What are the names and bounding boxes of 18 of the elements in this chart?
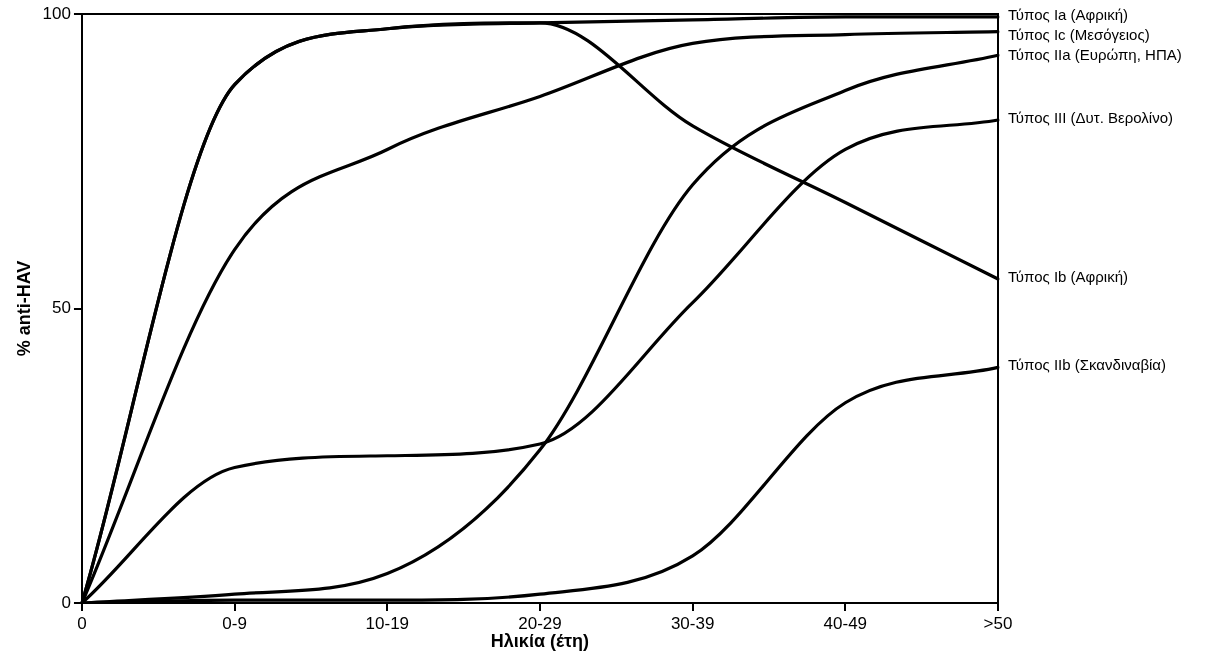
- x-axis-title: Ηλικία (έτη): [490, 631, 590, 652]
- x-tick-label: 0: [77, 613, 87, 633]
- x-tick-label: 40-49: [823, 613, 868, 633]
- x-tick-label: 20-29: [518, 613, 562, 633]
- x-tick-label: 30-39: [670, 613, 715, 633]
- series-label: Τύπος IIb (Σκανδιναβία): [1008, 356, 1167, 374]
- x-tick-label: >50: [983, 613, 1013, 633]
- y-axis-title: % anti-HAV: [13, 260, 34, 357]
- series-label: Τύπος III (Δυτ. Βερολίνο): [1008, 108, 1174, 126]
- series-label: Τύπος IIa (Ευρώπη, ΗΠΑ): [1008, 45, 1182, 63]
- x-tick-label: 10-19: [365, 613, 410, 633]
- x-tick-label: 0-9: [222, 613, 247, 633]
- series-label: Τύπος Ic (Μεσόγειος): [1008, 25, 1150, 43]
- y-tick-label: 0: [61, 592, 71, 612]
- y-tick-label: 50: [52, 298, 71, 318]
- series-label: Τύπος Ia (Αφρική): [1008, 5, 1129, 23]
- y-tick-label: 100: [42, 3, 71, 23]
- series-label: Τύπος Ib (Αφρική): [1008, 267, 1129, 285]
